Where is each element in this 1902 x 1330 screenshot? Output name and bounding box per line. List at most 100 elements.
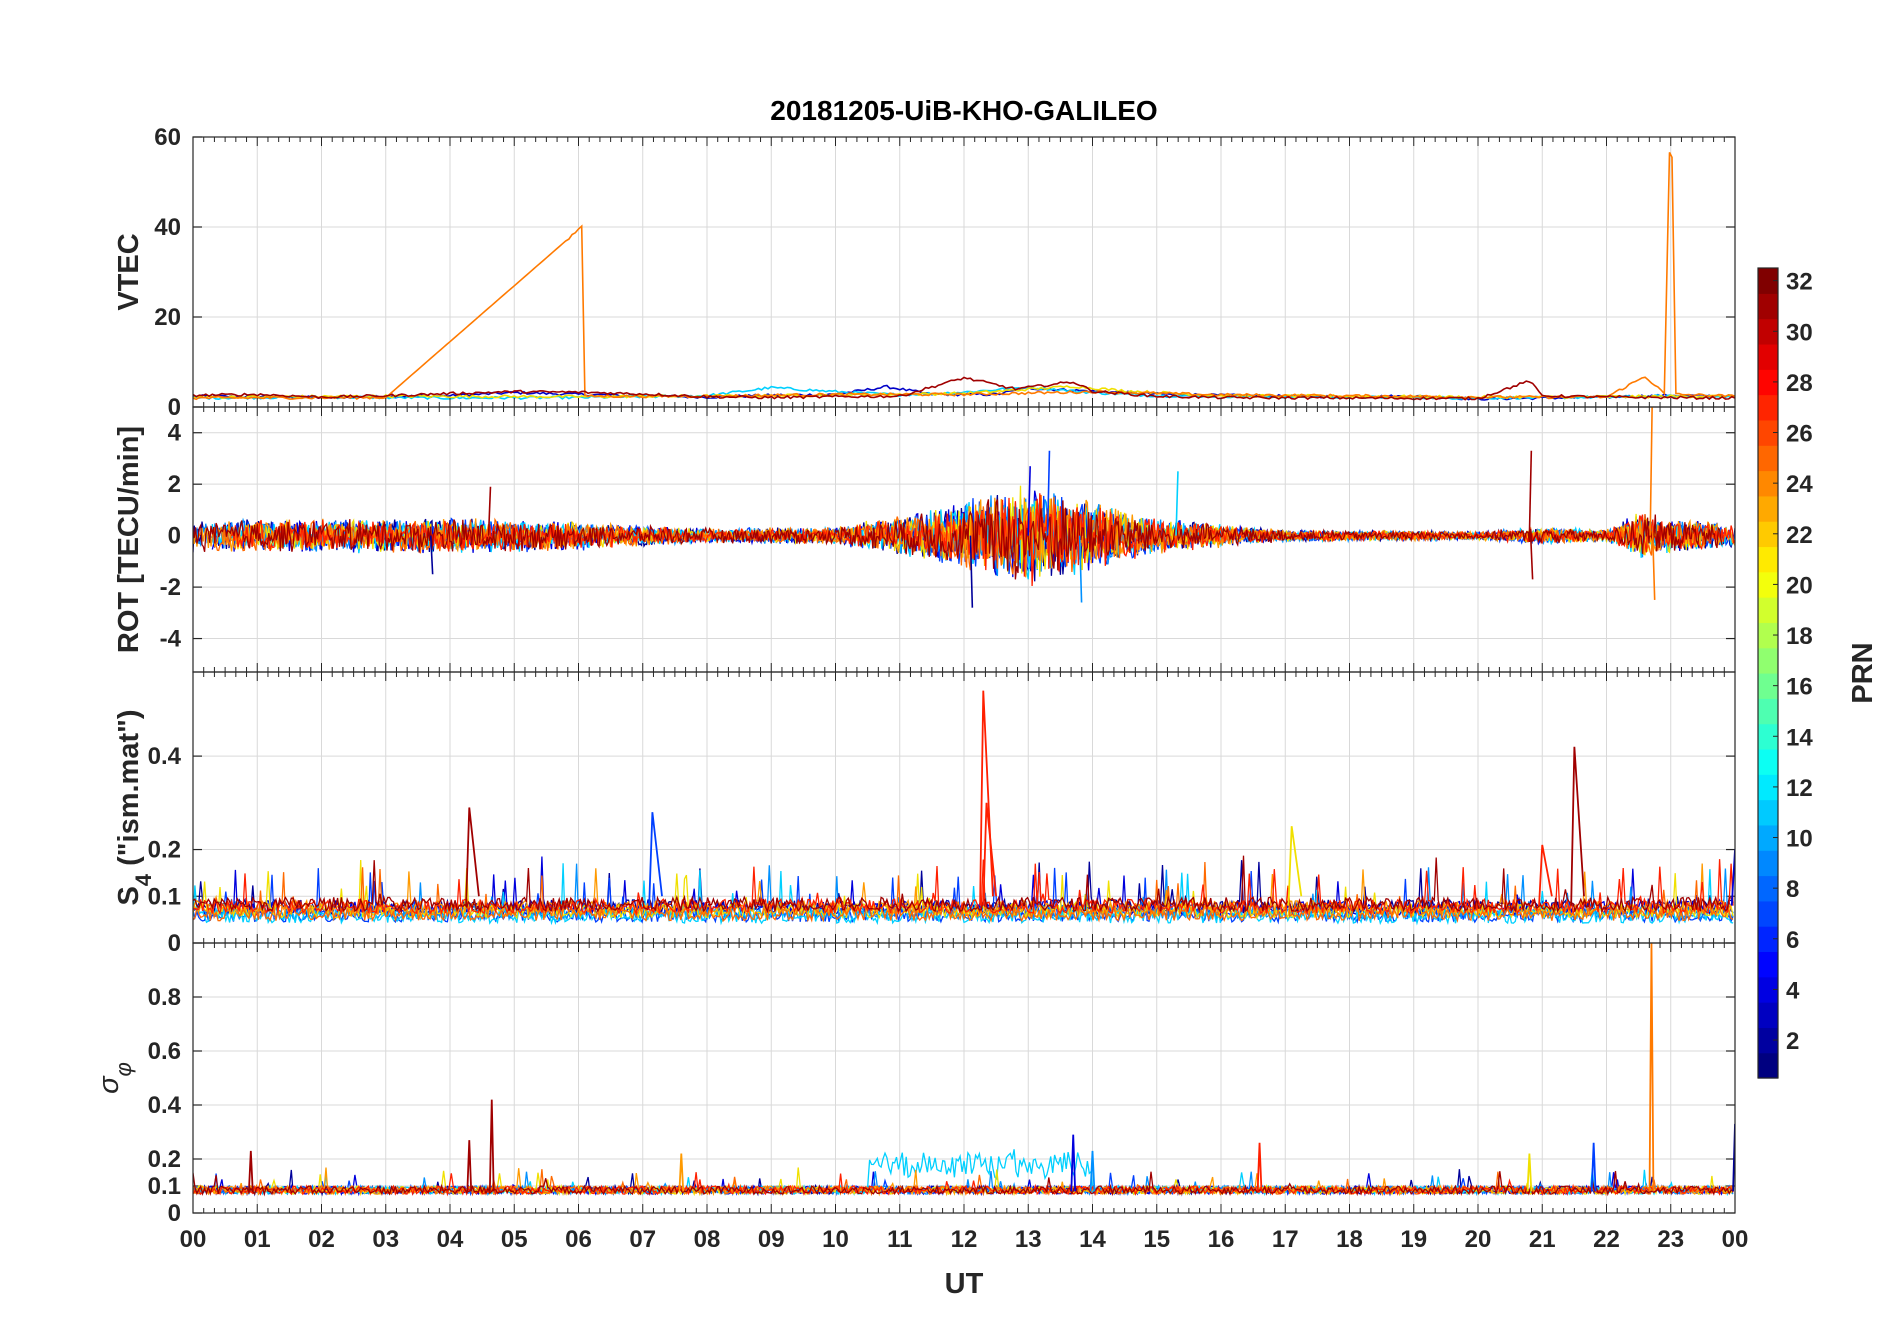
x-tick-label: 16 [1208,1226,1235,1253]
spike [648,812,663,906]
colorbar-segment [1758,774,1778,801]
x-tick-label: 07 [629,1226,656,1253]
x-tick-label: 22 [1593,1226,1620,1253]
colorbar-segment [1758,318,1778,345]
y-axis-label-sub: φ [111,1062,136,1076]
chart-title: 20181205-UiB-KHO-GALILEO [770,95,1157,126]
y-axis-label-rot: ROT [TECU/min] [113,426,145,653]
x-tick-label: 08 [694,1226,721,1253]
x-tick-label: 11 [887,1226,912,1253]
colorbar-segment [1758,445,1778,472]
colorbar-tick-label: 24 [1786,471,1813,498]
spike [465,807,480,906]
colorbar-segment [1758,698,1778,725]
colorbar-segment [1758,824,1778,851]
colorbar-segment [1758,926,1778,953]
colorbar-segment [1758,571,1778,598]
panel-sigma: 00.10.2 0.4 0.6 0.8 σφ [93,942,1736,1227]
colorbar-tick-label: 18 [1786,623,1813,650]
colorbar-label: PRN [1847,642,1879,703]
colorbar-segment [1758,976,1778,1003]
y-tick-label: 0.2 [148,1146,181,1173]
spike [487,486,492,536]
y-tick-label: 0 [168,1200,181,1227]
spike [466,1140,473,1192]
x-tick-label: 23 [1657,1226,1684,1253]
spike [1651,535,1656,600]
colorbar-segment [1758,546,1778,573]
colorbar-segment [1758,369,1778,396]
y-axis-label-main: S [113,886,145,905]
spike [1732,1123,1735,1192]
y-tick-label: 40 [154,214,181,241]
colorbar-segment [1758,597,1778,623]
y-tick-label: 0 [168,523,181,550]
colorbar-tick-label: 16 [1786,674,1813,701]
colorbar-segment [1758,622,1778,649]
spike [1528,450,1533,536]
x-tick-label: 09 [758,1226,785,1253]
x-tick-label: 05 [501,1226,528,1253]
x-tick-label: 06 [565,1226,592,1253]
series-rot [230,493,1735,587]
spike [247,1150,254,1192]
y-tick-label: 2 [168,471,181,498]
series-group-sigma [193,943,1735,1197]
colorbar-tick-label: 28 [1786,370,1813,397]
y-tick-label: 0 [168,930,181,957]
spike [1046,450,1051,536]
x-tick-label: 14 [1079,1226,1106,1253]
x-tick-label: 21 [1529,1226,1556,1253]
colorbar-segment [1758,951,1778,978]
y-tick-label: 4 [168,420,182,447]
x-tick-label: 03 [372,1226,399,1253]
spike [1590,1142,1597,1192]
panel-vtec: 0 20 40 60 VTEC [113,124,1736,421]
colorbar-tick-label: 20 [1786,572,1813,599]
spike [1070,1134,1077,1192]
colorbar-segment [1758,268,1778,294]
colorbar-segment [1758,293,1778,320]
panel-s4: 00.10.20.4S4 ("ism.mat") [113,671,1736,957]
series-s4 [193,855,1734,914]
colorbar-tick-label: 6 [1786,927,1799,954]
panel-rot: -4 -2 0 2 4 ROT [TECU/min] [113,406,1736,673]
colorbar-segment [1758,1027,1778,1054]
x-tick-label: 18 [1336,1226,1363,1253]
colorbar-segment [1758,521,1778,548]
spike [488,1099,495,1192]
y-tick-label: 0.1 [148,1173,181,1200]
colorbar-tick-label: 30 [1786,319,1813,346]
series-rot [193,499,1723,580]
colorbar-segment [1758,343,1778,370]
colorbar-tick-label: 12 [1786,775,1813,802]
x-tick-label: 12 [951,1226,978,1253]
series-group-rot [193,407,1735,608]
spike [982,802,998,906]
y-tick-label: 0.4 [148,1092,182,1119]
spike [969,535,974,608]
series-prn-31 [193,376,1735,401]
spike [1649,407,1653,536]
spike [979,690,994,906]
y-tick-label: 0.8 [148,984,181,1011]
colorbar-segment [1758,470,1778,497]
series-group-s4 [193,690,1735,926]
spike [1526,1153,1533,1192]
spike [1078,535,1083,603]
x-tick-label: 02 [308,1226,335,1253]
spike [1089,1150,1096,1192]
colorbar-segment [1758,900,1778,927]
panel-frame [192,942,1736,1214]
x-tick-label: 13 [1015,1226,1042,1253]
x-tick-label: 01 [244,1226,271,1253]
x-tick-label: 10 [822,1226,849,1253]
y-tick-label: 20 [154,304,181,331]
colorbar-segment [1758,673,1778,699]
colorbar-segment [1758,495,1778,522]
spike [678,1153,685,1192]
spike [1529,535,1534,580]
colorbar-segment [1758,1052,1778,1079]
colorbar-segment [1758,748,1778,775]
